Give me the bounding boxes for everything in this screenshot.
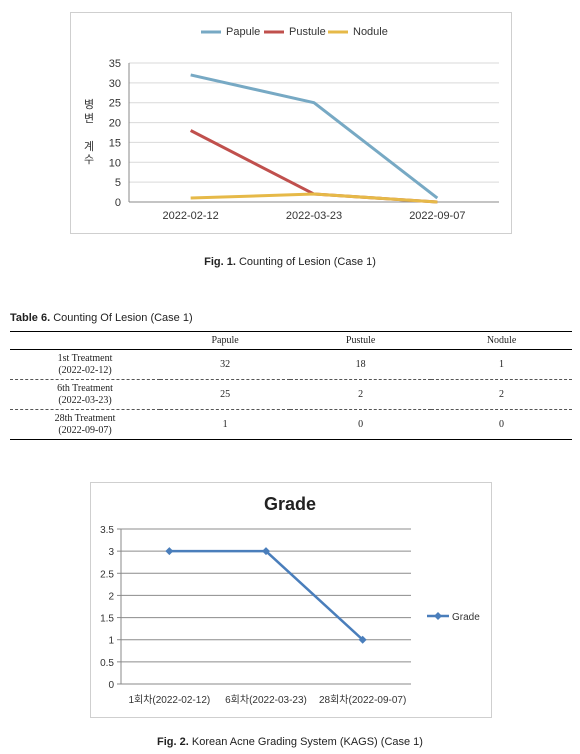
fig1-x-tick-label: 2022-09-07 [409, 210, 465, 222]
fig2-chart: Grade 0 0.5 1 1.5 2 2.5 3 3.5 1회차(2022-02-12) 6회차(… [100, 494, 480, 706]
fig1-y-axis-label: 수 [84, 153, 94, 166]
fig1-y-axis-label: 병 [84, 98, 94, 111]
fig1-y-tick-label: 30 [109, 78, 121, 90]
fig1-y-tick-label: 15 [109, 137, 121, 149]
fig1-y-tick-label: 5 [115, 177, 121, 189]
table-header-cell [10, 331, 160, 350]
fig1-chart-frame: 0 5 10 15 20 25 30 35 2022-02-12 2022-03-23 2022-0… [70, 12, 512, 234]
fig2-legend-label: Grade [452, 612, 480, 623]
treatment-date: (2022-09-07) [58, 424, 112, 436]
fig2-y-tick-label: 0 [108, 680, 114, 691]
fig1-caption-label: Fig. 1. [204, 256, 236, 268]
fig1-x-tick-label: 2022-02-12 [163, 210, 219, 222]
fig1-legend-label: Papule [226, 26, 260, 38]
fig2-x-tick-label: 1회차(2022-02-12) [128, 694, 210, 706]
fig1-series-line-papule [190, 73, 439, 200]
table-row-label: 1st Treatment (2022-02-12) [10, 349, 160, 380]
treatment-label: 28th Treatment [54, 412, 116, 424]
fig2-caption-text: Korean Acne Grading System (KAGS) (Case … [191, 736, 423, 748]
fig1-chart: 0 5 10 15 20 25 30 35 2022-02-12 2022-03-23 2022-0… [84, 26, 499, 222]
fig1-y-tick-label: 35 [109, 58, 121, 70]
fig2-data-point [165, 547, 174, 556]
table-cell: 32 [160, 349, 291, 380]
table-cell: 1 [431, 349, 572, 380]
table-row: 1st Treatment (2022-02-12) 32 18 1 [10, 349, 572, 380]
fig1-y-tick-label: 10 [109, 157, 121, 169]
fig1-series-line-nodule [190, 192, 438, 204]
table-caption-label: Table 6. [10, 312, 51, 324]
table-cell: 2 [431, 379, 572, 410]
fig2-caption: Fig. 2. Korean Acne Grading System (KAGS… [0, 736, 580, 748]
fig1-y-tick-label: 0 [115, 197, 121, 209]
fig2-x-tick-label: 28회차(2022-09-07) [319, 694, 406, 706]
fig2-y-tick-label: 2.5 [100, 569, 114, 580]
treatment-date: (2022-02-12) [58, 364, 112, 376]
table-row: 28th Treatment (2022-09-07) 1 0 0 [10, 409, 572, 440]
fig2-data-point [262, 547, 270, 556]
table-row: 6th Treatment (2022-03-23) 25 2 2 [10, 379, 572, 410]
fig2-x-tick-label: 6회차(2022-03-23) [225, 694, 307, 706]
fig2-y-tick-label: 0.5 [100, 658, 114, 669]
fig2-y-tick-label: 1 [108, 636, 114, 647]
fig2-y-tick-label: 3.5 [100, 525, 114, 536]
fig2-y-tick-label: 2 [108, 591, 114, 602]
fig2-caption-label: Fig. 2. [157, 736, 189, 748]
fig1-caption-text: Counting of Lesion (Case 1) [238, 256, 376, 268]
fig2-y-tick-label: 1.5 [100, 614, 114, 625]
table-cell: 18 [290, 349, 432, 380]
table-cell: 0 [431, 409, 572, 440]
fig1-legend-label: Nodule [353, 26, 388, 38]
fig1-y-axis-label: 계 [84, 140, 94, 153]
fig2-chart-title: Grade [264, 494, 316, 514]
table-header-cell: Papule [160, 331, 291, 350]
fig1-y-tick-label: 20 [109, 118, 121, 130]
fig1-caption: Fig. 1. Counting of Lesion (Case 1) [0, 256, 580, 268]
table-cell: 2 [290, 379, 432, 410]
table-caption: Table 6. Counting Of Lesion (Case 1) [10, 312, 193, 324]
fig1-y-axis-label: 변 [84, 112, 94, 125]
fig2-chart-frame: Grade 0 0.5 1 1.5 2 2.5 3 3.5 1회차(2022-02-12) 6회차(… [90, 482, 492, 718]
fig1-legend-label: Pustule [289, 26, 326, 38]
treatment-date: (2022-03-23) [58, 394, 112, 406]
table-header-row: Papule Pustule Nodule [10, 331, 572, 350]
fig1-x-tick-label: 2022-03-23 [286, 210, 342, 222]
lesion-count-table: Papule Pustule Nodule 1st Treatment (202… [10, 331, 572, 440]
fig1-y-tick-label: 25 [109, 98, 121, 110]
fig1-series-line-pustule [189, 129, 438, 204]
table-cell: 25 [160, 379, 291, 410]
treatment-label: 1st Treatment [57, 352, 113, 364]
table-header-cell: Pustule [290, 331, 432, 350]
table-caption-text: Counting Of Lesion (Case 1) [53, 312, 193, 324]
table-cell: 0 [290, 409, 432, 440]
table-header-cell: Nodule [431, 331, 572, 350]
table-row-label: 6th Treatment (2022-03-23) [10, 379, 160, 410]
table-row-label: 28th Treatment (2022-09-07) [10, 409, 160, 440]
fig2-data-point [358, 635, 367, 644]
treatment-label: 6th Treatment [57, 382, 113, 394]
fig2-y-tick-label: 3 [108, 547, 114, 558]
fig2-legend-marker [434, 612, 442, 620]
table-cell: 1 [160, 409, 291, 440]
